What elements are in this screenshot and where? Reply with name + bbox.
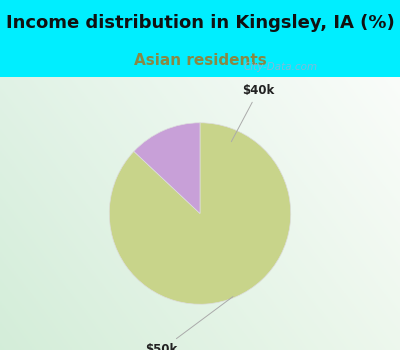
Text: Asian residents: Asian residents — [134, 52, 266, 68]
Text: Income distribution in Kingsley, IA (%): Income distribution in Kingsley, IA (%) — [6, 14, 394, 32]
Wedge shape — [134, 123, 200, 214]
Text: City-Data.com: City-Data.com — [244, 62, 318, 72]
Text: $50k: $50k — [146, 296, 233, 350]
Wedge shape — [109, 123, 291, 304]
Text: $40k: $40k — [231, 84, 274, 142]
